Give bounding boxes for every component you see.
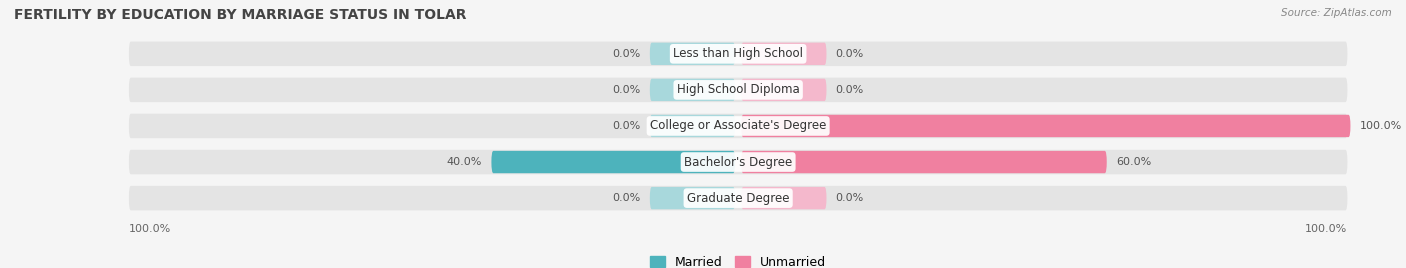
FancyBboxPatch shape — [491, 151, 735, 173]
Text: Less than High School: Less than High School — [673, 47, 803, 60]
Text: 0.0%: 0.0% — [613, 49, 641, 59]
Legend: Married, Unmarried: Married, Unmarried — [645, 251, 831, 268]
Text: 0.0%: 0.0% — [835, 85, 863, 95]
Text: Bachelor's Degree: Bachelor's Degree — [685, 155, 792, 169]
Text: FERTILITY BY EDUCATION BY MARRIAGE STATUS IN TOLAR: FERTILITY BY EDUCATION BY MARRIAGE STATU… — [14, 8, 467, 22]
FancyBboxPatch shape — [741, 79, 827, 101]
Text: 40.0%: 40.0% — [447, 157, 482, 167]
FancyBboxPatch shape — [129, 186, 1347, 210]
Text: 60.0%: 60.0% — [1116, 157, 1152, 167]
FancyBboxPatch shape — [129, 42, 1347, 66]
Text: 0.0%: 0.0% — [613, 121, 641, 131]
Text: College or Associate's Degree: College or Associate's Degree — [650, 120, 827, 132]
FancyBboxPatch shape — [650, 115, 735, 137]
FancyBboxPatch shape — [741, 151, 1107, 173]
Text: 100.0%: 100.0% — [1305, 224, 1347, 234]
Text: 0.0%: 0.0% — [613, 193, 641, 203]
FancyBboxPatch shape — [741, 187, 827, 209]
FancyBboxPatch shape — [129, 78, 1347, 102]
Text: Source: ZipAtlas.com: Source: ZipAtlas.com — [1281, 8, 1392, 18]
FancyBboxPatch shape — [129, 150, 1347, 174]
Text: 0.0%: 0.0% — [835, 193, 863, 203]
FancyBboxPatch shape — [129, 114, 1347, 138]
FancyBboxPatch shape — [650, 43, 735, 65]
Text: 100.0%: 100.0% — [1360, 121, 1402, 131]
Text: High School Diploma: High School Diploma — [676, 83, 800, 96]
Text: 100.0%: 100.0% — [129, 224, 172, 234]
Text: Graduate Degree: Graduate Degree — [688, 192, 789, 204]
Text: 0.0%: 0.0% — [613, 85, 641, 95]
FancyBboxPatch shape — [741, 43, 827, 65]
FancyBboxPatch shape — [650, 187, 735, 209]
FancyBboxPatch shape — [650, 79, 735, 101]
FancyBboxPatch shape — [741, 115, 1350, 137]
Text: 0.0%: 0.0% — [835, 49, 863, 59]
